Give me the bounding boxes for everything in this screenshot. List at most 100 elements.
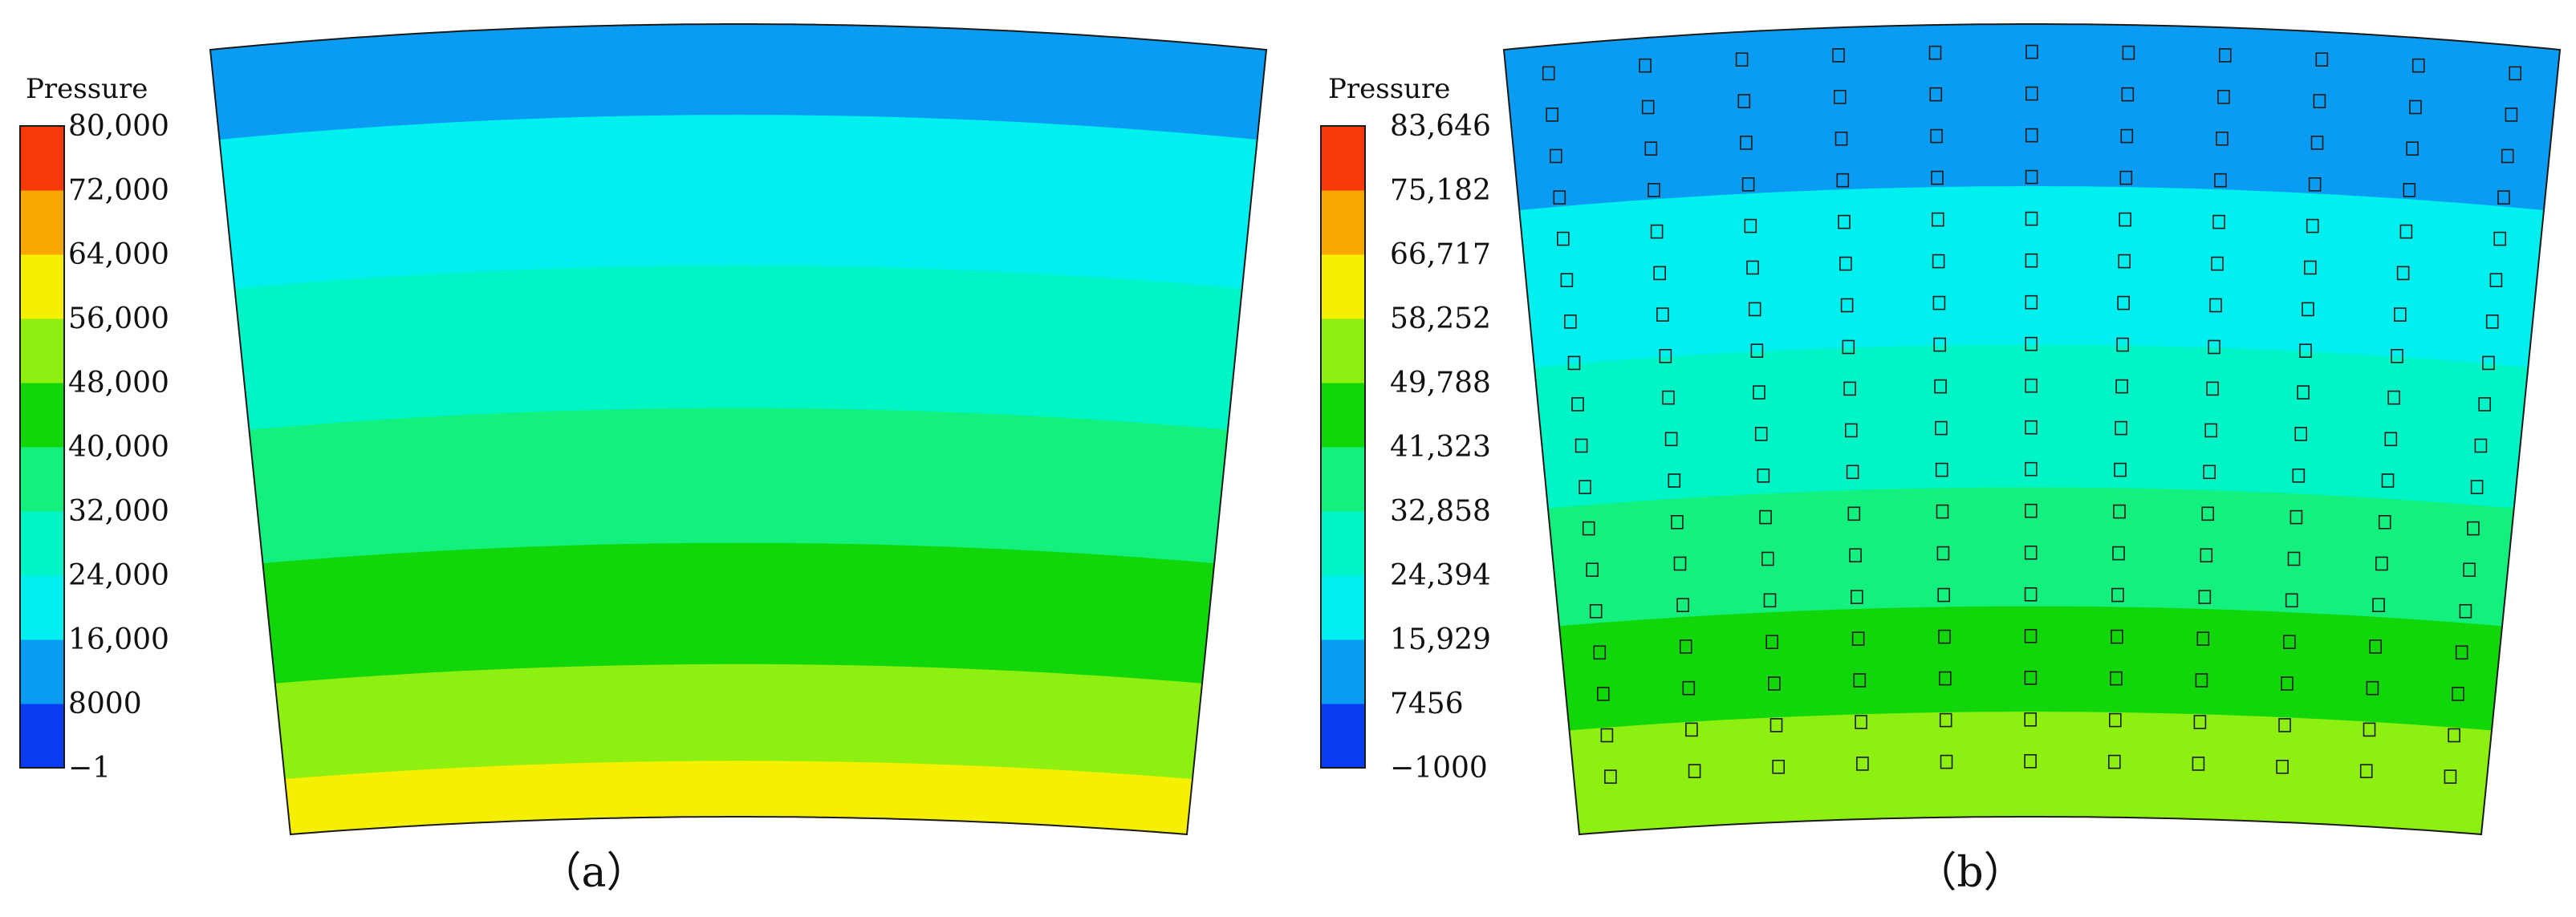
channel-cell <box>1931 170 1944 185</box>
channel-cell <box>1846 465 1859 480</box>
channel-cell <box>2201 506 2214 521</box>
channel-cell <box>1746 260 1759 275</box>
legend-tick-a-9: 8000 <box>68 688 142 720</box>
channel-cell <box>2120 128 2134 144</box>
channel-cell <box>1936 546 1950 561</box>
legend-swatch-a-7 <box>20 254 64 319</box>
channel-cell <box>2214 172 2227 188</box>
channel-cell <box>2372 598 2385 613</box>
legend-tick-b-8: 15,929 <box>1390 623 1491 656</box>
channel-cell <box>2384 432 2398 447</box>
channel-cell <box>2206 381 2219 396</box>
legend-swatch-b-5 <box>1321 383 1365 448</box>
contour-band-a-6 <box>284 761 1193 835</box>
legend-tick-b-2: 66,717 <box>1390 238 1491 271</box>
channel-cell <box>2024 586 2038 602</box>
channel-cell <box>1744 218 1757 233</box>
channel-cell <box>2406 141 2419 156</box>
channel-cell <box>1929 87 1943 102</box>
channel-cell <box>2193 715 2207 729</box>
channel-cell <box>2387 390 2400 405</box>
legend-frame-a <box>19 125 65 769</box>
pressure-contour-a <box>209 23 1268 836</box>
channel-cells-b <box>1542 44 2521 784</box>
channel-cell <box>2025 294 2038 310</box>
channel-cell <box>2113 504 2126 519</box>
panel-a: Pressure 80,000 72,000 64,000 56,000 48,000 4… <box>19 23 1268 897</box>
channel-cell <box>2111 587 2124 603</box>
legend-tick-a-0: 80,000 <box>68 110 169 143</box>
channel-cell <box>1574 438 1588 453</box>
channel-cell <box>1593 645 1607 660</box>
contour-band-b-3 <box>1547 487 2515 627</box>
channel-cell <box>1761 551 1774 566</box>
channel-cell <box>1855 715 1867 729</box>
channel-cell <box>2304 260 2317 275</box>
channel-cell <box>1748 302 1761 317</box>
legend-tick-b-3: 58,252 <box>1390 302 1491 335</box>
channel-cell <box>2116 337 2129 352</box>
channel-cell <box>1757 468 1770 483</box>
channel-cell <box>1834 90 1847 104</box>
channel-cell <box>2118 254 2131 269</box>
channel-cell <box>1930 128 1943 144</box>
sector-outline-b <box>1502 23 2562 836</box>
legend-tick-a-10: −1 <box>68 752 111 785</box>
channel-cell <box>1843 381 1856 396</box>
legend-swatch-a-9 <box>20 126 64 191</box>
legend-swatch-b-7 <box>1321 254 1365 319</box>
channel-cell <box>2378 514 2391 530</box>
channel-cell <box>1932 254 1945 269</box>
legend-tick-a-5: 40,000 <box>68 431 169 464</box>
channel-cell <box>1582 521 1595 536</box>
channel-cell <box>1571 397 1584 412</box>
channel-cell <box>2467 521 2480 536</box>
channel-cell <box>2025 169 2038 185</box>
channel-cell <box>2212 214 2225 229</box>
legend-tick-b-1: 75,182 <box>1390 174 1491 207</box>
channel-cell <box>1851 631 1865 646</box>
legend-swatch-b-1 <box>1321 639 1365 704</box>
channel-cell <box>2285 593 2298 608</box>
contour-band-b-1 <box>1518 185 2545 368</box>
legend-ticks-b: 83,646 75,182 66,717 58,252 49,788 41,323 32,8… <box>1390 110 1491 785</box>
channel-cell <box>1934 379 1947 394</box>
channel-cell <box>1737 94 1751 108</box>
channel-cell <box>2302 302 2314 317</box>
channel-cell <box>1688 764 1701 778</box>
channel-cell <box>2281 676 2294 691</box>
channel-cell <box>1542 66 1555 81</box>
channel-cell <box>2369 639 2382 654</box>
legend-swatch-b-9 <box>1321 126 1365 191</box>
channel-cell <box>2209 298 2222 313</box>
channel-cell <box>2025 336 2038 351</box>
channel-cell <box>2025 378 2038 393</box>
channel-cell <box>1668 473 1681 488</box>
channel-cell <box>1564 314 1577 329</box>
channel-cell <box>1836 172 1850 188</box>
legend-swatch-a-1 <box>20 639 64 704</box>
channel-cell <box>2111 629 2123 644</box>
channel-cell <box>2025 420 2038 435</box>
contour-band-a-1 <box>218 115 1258 290</box>
channel-cell <box>1939 712 1952 728</box>
channel-cell <box>1772 759 1785 774</box>
channel-cell <box>2108 754 2121 769</box>
channel-cell <box>1759 509 1772 525</box>
legend-tick-b-7: 24,394 <box>1390 559 1491 592</box>
channel-cell <box>2489 273 2503 288</box>
channel-cell <box>1741 177 1755 192</box>
channel-cell <box>2110 671 2123 686</box>
channel-cell <box>1939 671 1952 686</box>
channel-cell <box>1838 214 1851 229</box>
channel-cell <box>1845 423 1858 438</box>
channel-cell <box>2391 348 2403 363</box>
channel-cell <box>2411 58 2425 73</box>
channel-cell <box>2195 673 2208 688</box>
channel-cell <box>1664 432 1678 447</box>
legend-swatch-b-4 <box>1321 447 1365 512</box>
legend-tick-b-0: 83,646 <box>1390 110 1491 143</box>
channel-cell <box>1932 295 1946 310</box>
channel-cell <box>1769 718 1783 732</box>
